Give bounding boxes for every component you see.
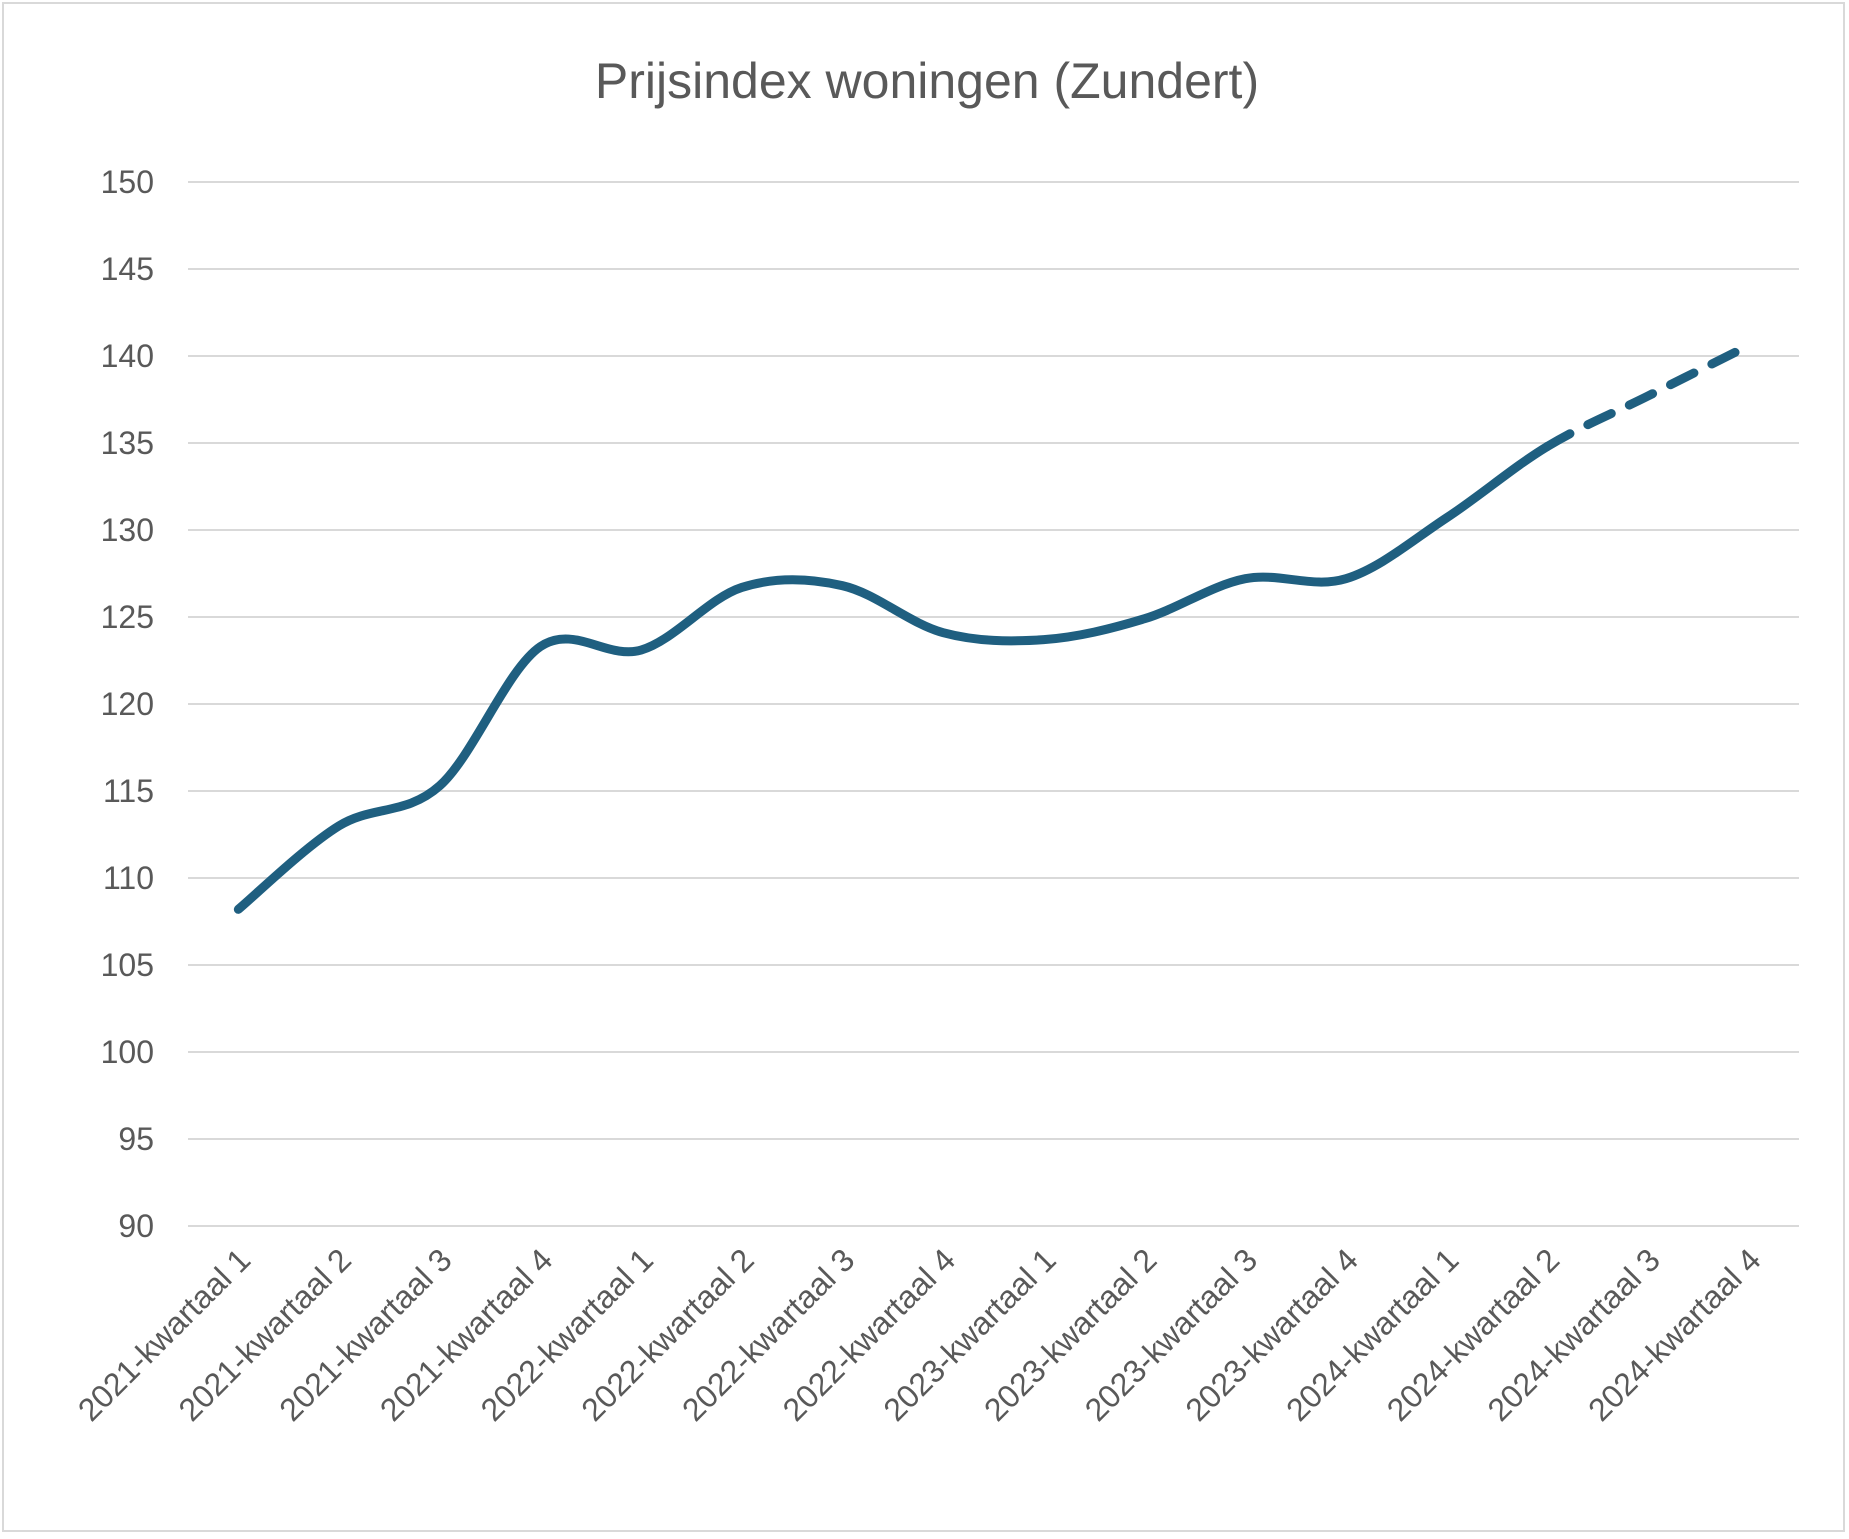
x-tick-label: 2022-kwartaal 2 xyxy=(574,1241,760,1427)
x-tick-label: 2021-kwartaal 4 xyxy=(373,1241,559,1427)
series-line-solid xyxy=(233,441,1552,914)
y-tick-label: 115 xyxy=(103,773,154,809)
x-tick-label: 2024-kwartaal 2 xyxy=(1380,1241,1566,1427)
x-tick-label: 2023-kwartaal 4 xyxy=(1178,1241,1364,1427)
y-tick-label: 110 xyxy=(103,860,154,896)
series-lines xyxy=(233,341,1754,914)
y-tick-label: 130 xyxy=(101,512,154,548)
x-tick-label: 2021-kwartaal 2 xyxy=(172,1241,358,1427)
x-tick-label: 2024-kwartaal 4 xyxy=(1581,1241,1767,1427)
y-tick-label: 135 xyxy=(101,425,154,461)
y-tick-label: 150 xyxy=(101,164,154,200)
series-line-forecast-dashed xyxy=(1542,341,1754,451)
y-tick-label: 90 xyxy=(118,1208,154,1244)
x-tick-label: 2024-kwartaal 3 xyxy=(1480,1241,1666,1427)
chart-title: Prijsindex woningen (Zundert) xyxy=(595,53,1259,109)
y-tick-label: 100 xyxy=(101,1034,154,1070)
x-tick-label: 2024-kwartaal 1 xyxy=(1279,1241,1465,1427)
line-chart: Prijsindex woningen (Zundert) 90 95 100 105… xyxy=(71,53,1799,1428)
gridlines xyxy=(188,181,1799,1227)
y-tick-label: 105 xyxy=(101,947,154,983)
x-tick-label: 2022-kwartaal 3 xyxy=(675,1241,861,1427)
x-tick-label: 2023-kwartaal 2 xyxy=(977,1241,1163,1427)
y-axis-tick-labels: 90 95 100 105 110 115 120 125 130 135 140 145 150 xyxy=(101,164,154,1244)
x-tick-label: 2021-kwartaal 3 xyxy=(272,1241,458,1427)
x-tick-label: 2023-kwartaal 3 xyxy=(1078,1241,1264,1427)
x-tick-label: 2022-kwartaal 1 xyxy=(474,1241,660,1427)
x-tick-label: 2023-kwartaal 1 xyxy=(876,1241,1062,1427)
y-tick-label: 120 xyxy=(101,686,154,722)
y-tick-label: 125 xyxy=(101,599,154,635)
y-tick-label: 145 xyxy=(101,251,154,287)
x-tick-label: 2022-kwartaal 4 xyxy=(776,1241,962,1427)
y-tick-label: 140 xyxy=(101,338,154,374)
y-tick-label: 95 xyxy=(118,1121,154,1157)
x-tick-label: 2021-kwartaal 1 xyxy=(71,1241,257,1427)
